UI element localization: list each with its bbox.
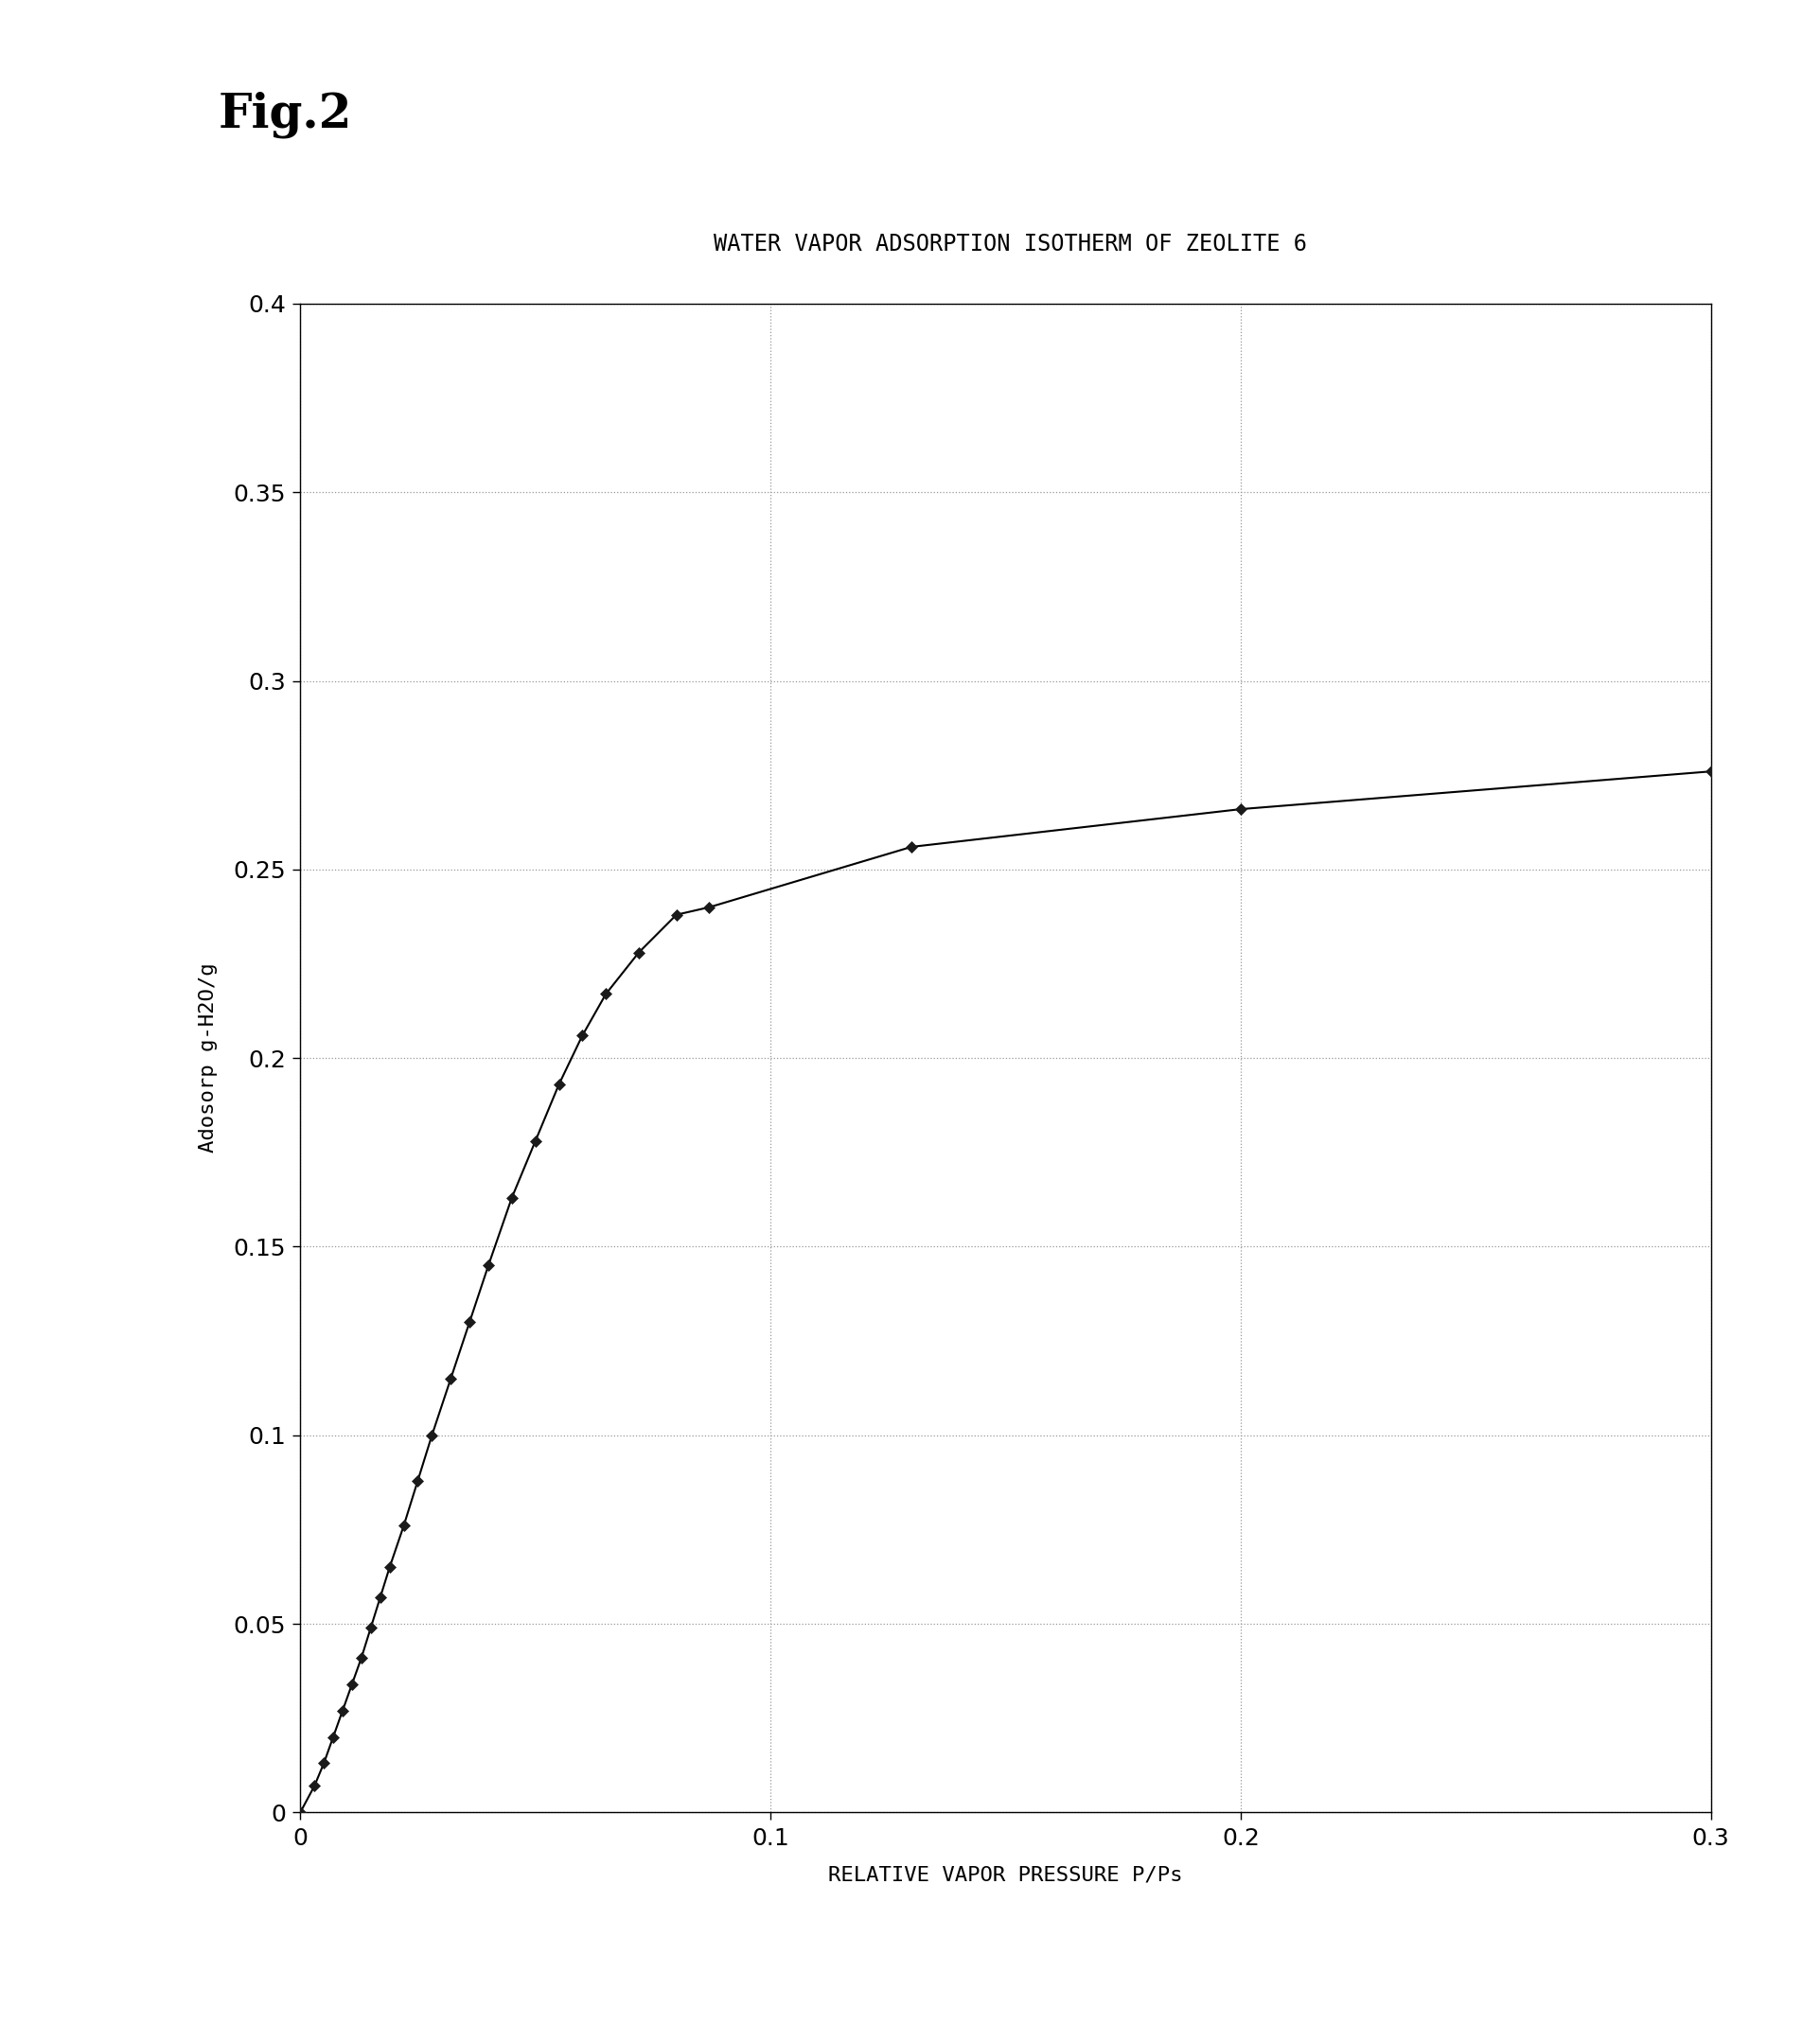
Y-axis label: Adosorp g-H2O/g: Adosorp g-H2O/g <box>198 964 217 1152</box>
Text: Fig.2: Fig.2 <box>218 91 353 138</box>
X-axis label: RELATIVE VAPOR PRESSURE P/Ps: RELATIVE VAPOR PRESSURE P/Ps <box>828 1865 1183 1883</box>
Text: WATER VAPOR ADSORPTION ISOTHERM OF ZEOLITE 6: WATER VAPOR ADSORPTION ISOTHERM OF ZEOLI… <box>713 233 1307 255</box>
